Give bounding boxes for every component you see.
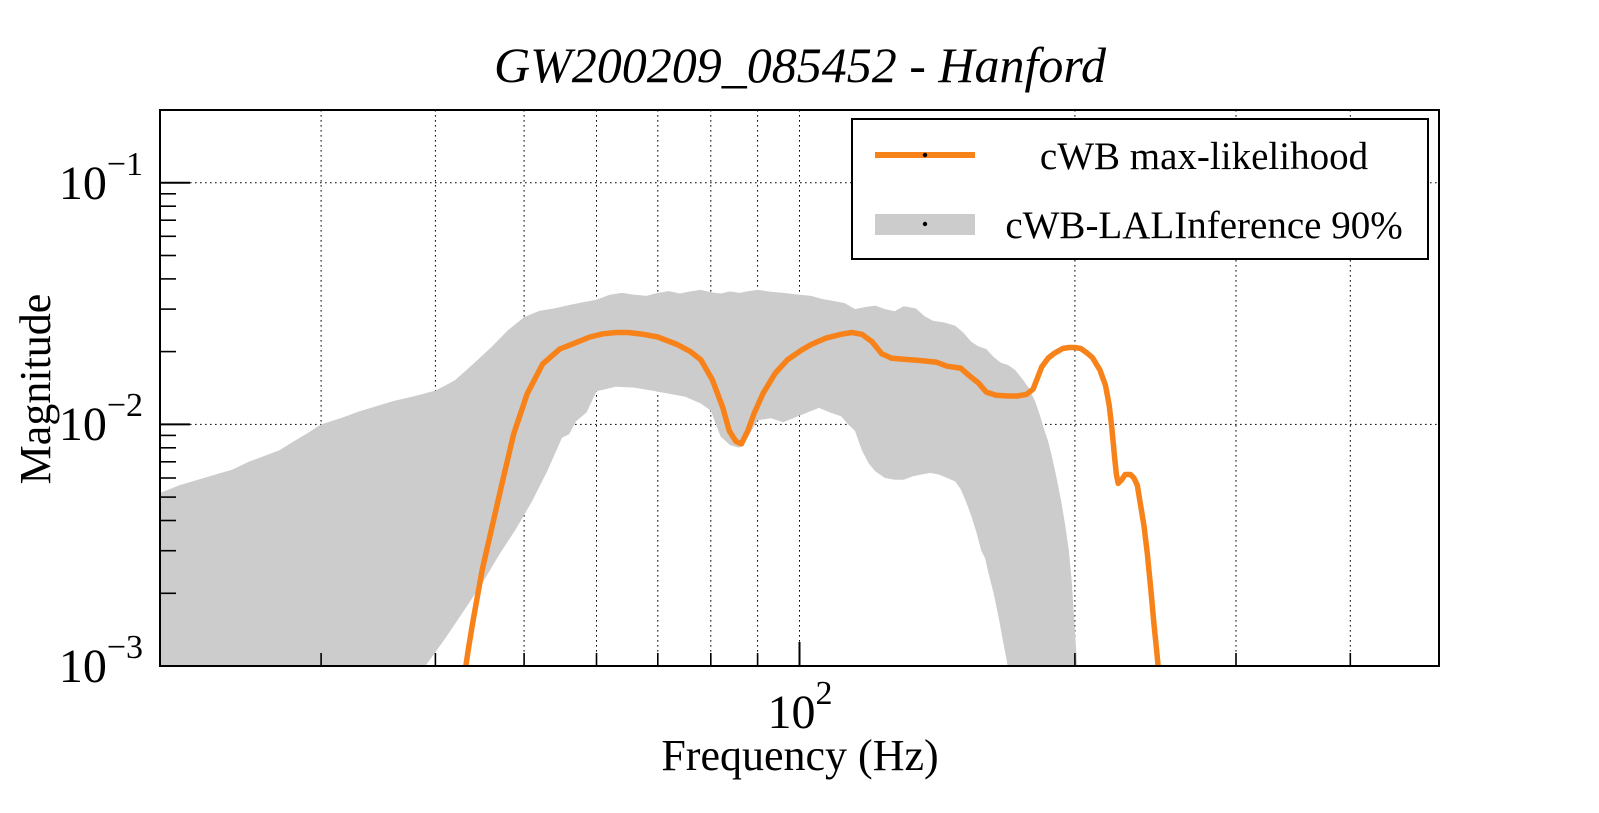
psd-band-area bbox=[160, 289, 1078, 666]
legend: cWB max-likelihood cWB-LALInference 90% bbox=[851, 118, 1429, 260]
x-tick-label-100: 102 bbox=[768, 675, 833, 739]
max-likelihood-line bbox=[463, 329, 1161, 666]
legend-label-max-likelihood: cWB max-likelihood bbox=[1040, 135, 1369, 178]
y-tick-label-1e-3: 10−3 bbox=[59, 629, 143, 693]
legend-band-marker-dot bbox=[922, 221, 928, 227]
tick-layer bbox=[160, 181, 1352, 667]
x-axis-label: Frequency (Hz) bbox=[661, 731, 938, 780]
legend-box bbox=[851, 118, 1429, 260]
series-layer bbox=[160, 289, 1161, 666]
plot-border bbox=[159, 109, 1440, 667]
y-axis-label: Magnitude bbox=[11, 294, 60, 485]
chart-title: GW200209_085452 - Hanford bbox=[494, 37, 1107, 93]
y-tick-label-1e-2: 10−2 bbox=[59, 387, 143, 451]
legend-label-lalinference-band: cWB-LALInference 90% bbox=[1005, 204, 1402, 247]
y-tick-label-1e-1: 10−1 bbox=[59, 146, 143, 210]
legend-line-marker-dot bbox=[922, 152, 928, 158]
